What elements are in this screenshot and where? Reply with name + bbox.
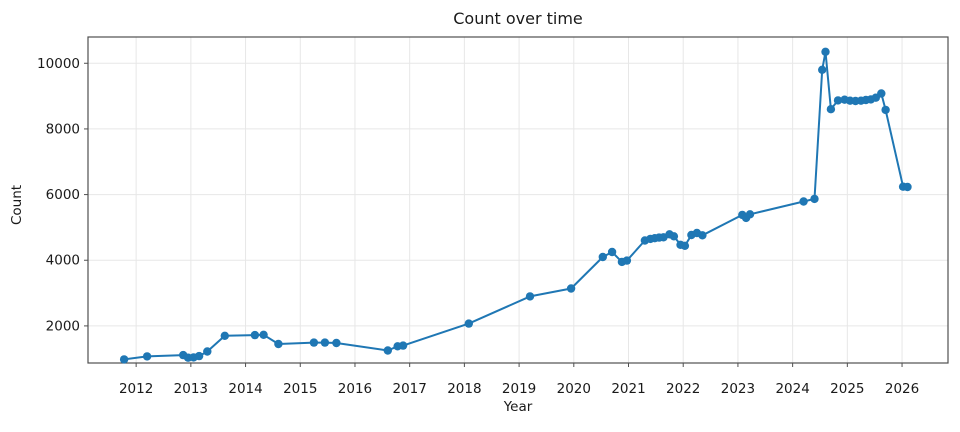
data-point-marker (250, 330, 260, 340)
x-tick-label: 2018 (447, 381, 481, 397)
data-point-marker (810, 194, 819, 204)
plot-area: 2012 2013 2014 2015 2016 2017 2018 2019 2020 2021… (37, 36, 949, 397)
x-tick-label: 2021 (611, 381, 645, 397)
y-axis-label: Count (9, 185, 25, 225)
x-tick-label: 2016 (338, 381, 372, 397)
x-tick-label: 2017 (392, 381, 426, 397)
x-tick-label: 2013 (174, 381, 208, 397)
data-point-marker (903, 182, 912, 192)
data-point-marker (194, 351, 204, 361)
data-point-marker (119, 355, 129, 364)
data-point-marker (383, 346, 392, 355)
y-tick-label: 2000 (46, 318, 80, 334)
x-tick-label: 2022 (666, 381, 700, 397)
data-point-marker (680, 241, 690, 250)
data-point-marker (142, 352, 152, 361)
data-point-marker (309, 338, 319, 347)
x-tick-label: 2012 (119, 381, 153, 397)
x-tick-label: 2025 (830, 381, 864, 397)
data-point-marker (877, 89, 886, 98)
data-point-marker (320, 338, 330, 347)
data-point-marker (332, 338, 341, 348)
plot-border (87, 36, 949, 364)
x-tick-label: 2015 (283, 381, 317, 397)
data-point-marker (818, 65, 827, 75)
y-tick-label: 4000 (46, 253, 80, 269)
data-point-marker (398, 341, 408, 350)
data-point-marker (607, 247, 617, 257)
y-tick-label: 6000 (46, 187, 80, 203)
x-tick-label: 2019 (502, 381, 536, 397)
y-tick-label: 10000 (37, 56, 80, 72)
x-tick-label: 2014 (228, 381, 262, 397)
data-point-marker (220, 331, 229, 340)
data-point-marker (826, 105, 836, 114)
data-point-marker (203, 347, 212, 356)
chart-title: Count over time (453, 9, 583, 28)
data-point-marker (566, 284, 576, 293)
data-point-marker (274, 339, 283, 349)
data-point-marker (881, 105, 890, 115)
data-point-marker (622, 256, 632, 265)
data-point-marker (598, 252, 607, 262)
x-tick-label: 2020 (557, 381, 591, 397)
x-tick-label: 2026 (885, 381, 919, 397)
data-point-marker (799, 197, 808, 206)
y-tick-label: 8000 (46, 121, 80, 137)
data-point-marker (745, 210, 755, 219)
data-point-marker (259, 330, 268, 339)
x-tick-label: 2023 (721, 381, 755, 397)
data-point-marker (833, 96, 843, 105)
x-axis-label: Year (503, 399, 533, 415)
x-tick-label: 2024 (775, 381, 809, 397)
data-point-marker (525, 292, 535, 301)
data-point-marker (698, 231, 707, 240)
data-point-marker (464, 319, 473, 328)
data-line (123, 50, 909, 361)
data-point-marker (669, 232, 679, 241)
data-point-marker (821, 47, 830, 56)
